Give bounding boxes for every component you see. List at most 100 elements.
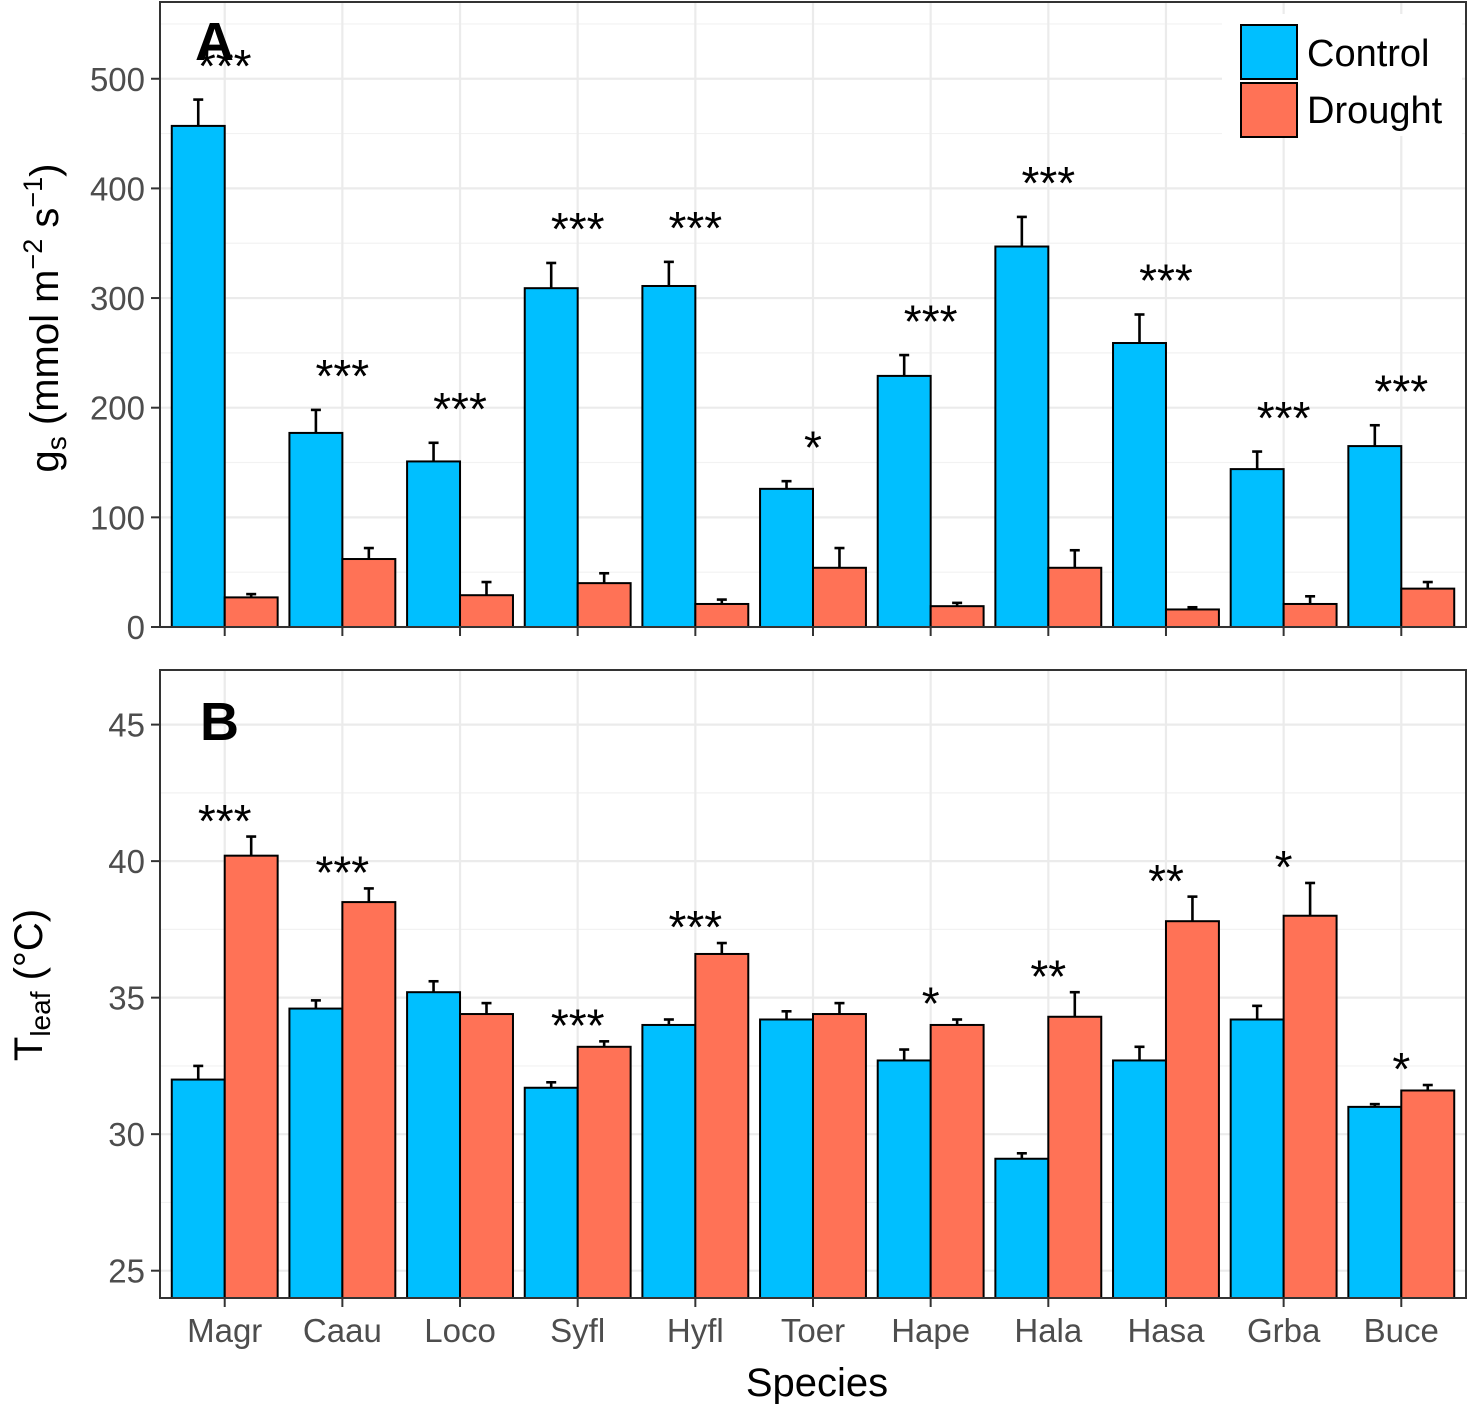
panel-b-y-axis: 25 30 35 40 45 [108,707,160,1290]
panel-a-error-bars [193,98,1433,610]
bar-drought-hasa [1164,920,1220,1299]
ylabel-a-units-suffix: ) [23,164,67,177]
bar-drought-buce [1400,587,1456,628]
x-tick-label: Toer [781,1312,845,1349]
bar-control-caau [288,1007,344,1299]
significance-label: *** [551,1000,605,1052]
bar-drought-magr [223,854,279,1299]
panel-a-y-axis: 0 100 200 300 400 500 [90,61,160,646]
ylabel-a-exp1: −2 [18,239,48,270]
x-tick-label: Grba [1247,1312,1321,1349]
bar-control-hala [994,245,1050,628]
bar-control-hala [994,1157,1050,1299]
panel-b-y-axis-title: Tleaf (°C) [7,909,56,1061]
bar-drought-syfl [576,582,632,629]
bar-drought-grba [1282,602,1338,629]
bar-drought-grba [1282,914,1338,1299]
y-tick-label: 200 [90,390,145,427]
x-tick-label: Buce [1364,1312,1439,1349]
x-axis-title: Species [746,1361,888,1404]
bar-drought-hape [929,1023,985,1300]
significance-label: *** [316,350,370,402]
y-tick-label: 40 [108,843,145,880]
legend-label-control: Control [1307,33,1430,75]
significance-label: *** [198,795,252,847]
y-tick-label: 35 [108,980,145,1017]
bar-control-hasa [1112,1059,1167,1299]
bar-drought-hasa [1164,608,1220,628]
panel-a: ************ ******************* 01002003… [18,1,1467,646]
bar-control-hyfl [641,284,697,628]
bar-control-magr [170,1078,226,1299]
significance-label: *** [1139,255,1193,307]
bar-control-syfl [523,1086,579,1299]
ylabel-a-units-prefix: (mmol m [23,270,67,437]
significance-label: * [922,978,940,1030]
bar-control-loco [406,991,462,1299]
bar-control-hasa [1112,342,1167,628]
bar-drought-loco [459,1013,514,1299]
bar-control-hape [876,1059,932,1299]
bar-drought-hala [1047,566,1103,629]
significance-label: ** [1148,855,1184,907]
x-tick-label: Magr [187,1312,262,1349]
panel-b-x-ticks: Magr Caau Loco Syfl Hyfl Toer Hape Hala Hasa Grba… [187,1298,1439,1349]
bar-control-syfl [523,287,579,628]
significance-label: ** [1030,950,1066,1002]
significance-label: *** [433,383,487,435]
bar-control-buce [1347,1105,1403,1299]
significance-label: * [1275,841,1293,893]
bar-drought-caau [341,901,397,1300]
y-tick-label: 500 [90,61,145,98]
bar-drought-buce [1400,1089,1456,1299]
significance-label: *** [1374,365,1428,417]
panel-a-bars [170,124,1456,629]
bar-control-grba [1229,1018,1285,1299]
bar-drought-hape [929,605,985,629]
x-tick-label: Hasa [1127,1312,1205,1349]
y-tick-label: 300 [90,280,145,317]
bar-control-grba [1229,468,1285,628]
ylabel-b-sub: leaf [25,991,56,1036]
panel-a-x-ticks [223,627,1403,636]
bar-control-loco [406,460,462,628]
significance-label: *** [668,901,722,953]
significance-label: *** [1021,157,1075,209]
panel-a-significance: ************ ******************* [198,40,1428,474]
y-tick-label: 400 [90,170,145,207]
panel-a-label: A [195,12,234,72]
significance-label: *** [551,203,605,255]
panel-a-y-axis-title: gs (mmol m−2 s−1) [18,164,72,473]
significance-label: *** [1257,392,1311,444]
significance-label: *** [316,847,370,899]
y-tick-label: 25 [108,1253,145,1290]
bar-drought-hala [1047,1015,1103,1299]
bar-control-caau [288,431,344,628]
y-tick-label: 45 [108,707,145,744]
panel-b-error-bars [193,835,1433,1159]
bar-control-magr [170,124,226,629]
bar-drought-hyfl [694,952,750,1299]
bar-control-toer [759,487,815,628]
bar-drought-magr [223,596,279,628]
significance-label: * [804,421,822,473]
ylabel-a-mid: s [23,208,67,239]
significance-label: *** [668,202,722,254]
significance-label: * [1392,1043,1410,1095]
panel-b-significance: ***************** ** [198,795,1410,1095]
bar-drought-toer [812,566,867,629]
x-tick-label: Syfl [550,1312,605,1349]
bar-drought-hyfl [694,602,750,629]
bar-drought-syfl [576,1045,632,1300]
significance-label: *** [198,40,252,92]
legend-label-drought: Drought [1307,90,1443,132]
bar-control-toer [759,1018,815,1299]
ylabel-a-sub: s [41,436,72,450]
bar-drought-caau [341,558,397,628]
legend-swatch-control [1240,24,1298,80]
ylabel-b-main: T [7,1037,51,1061]
legend-swatch-drought [1240,82,1298,138]
y-tick-label: 0 [127,609,145,646]
